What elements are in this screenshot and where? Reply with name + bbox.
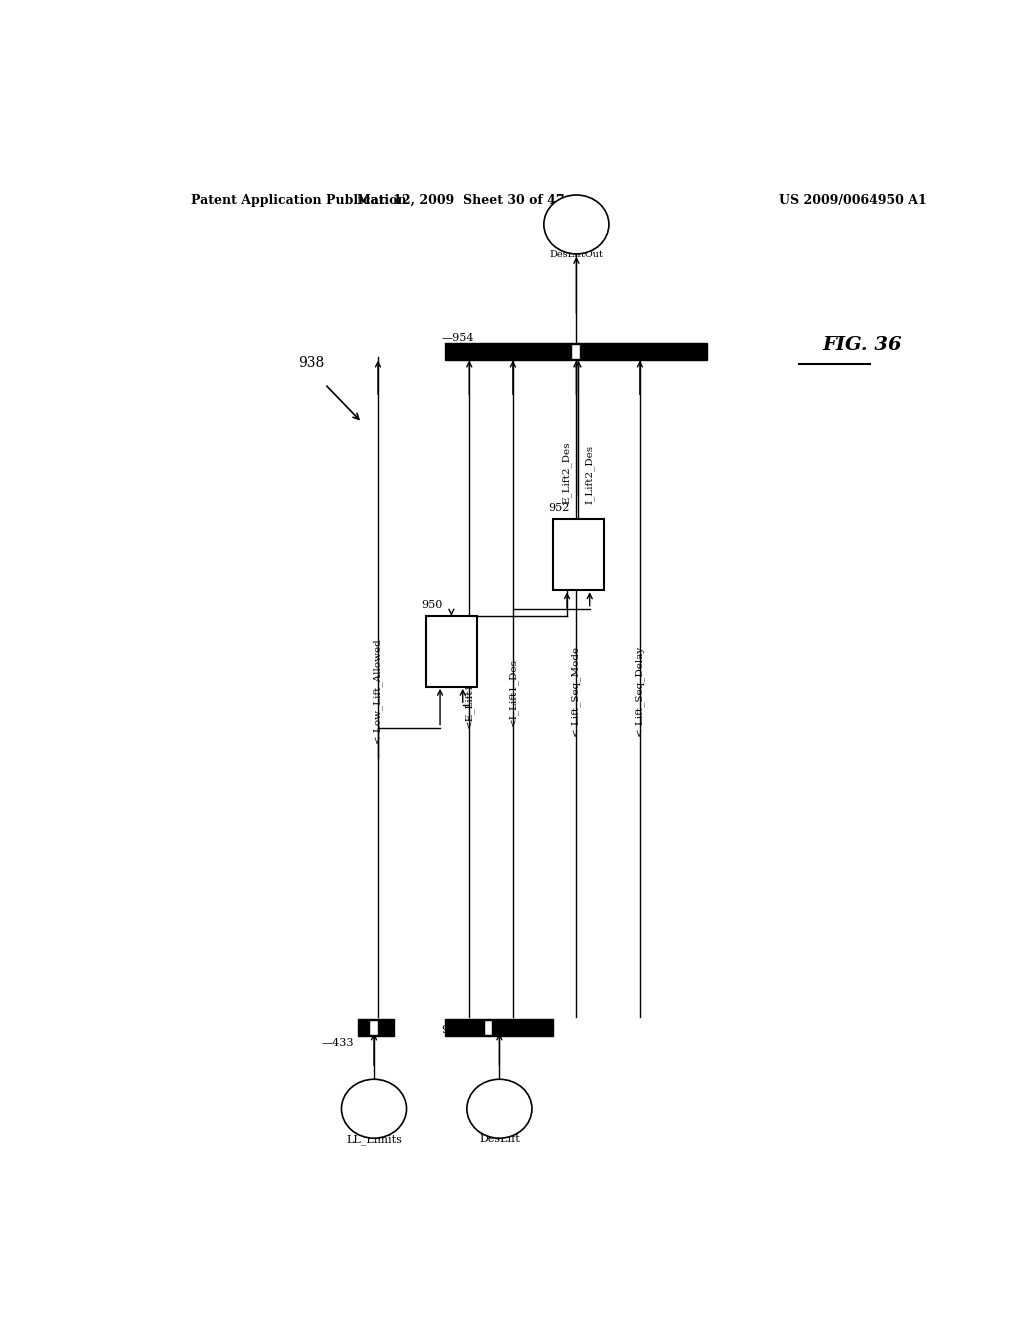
Text: E_Lift2_Des: E_Lift2_Des (562, 441, 571, 504)
Bar (370, 1020, 378, 1035)
Text: 949: 949 (441, 1024, 463, 1035)
Text: <E_Lift1_Des: <E_Lift1_Des (465, 656, 474, 727)
Text: I_Lift2_Des: I_Lift2_Des (585, 445, 595, 504)
Text: Mar. 12, 2009  Sheet 30 of 47: Mar. 12, 2009 Sheet 30 of 47 (357, 194, 565, 207)
Text: —954: —954 (441, 334, 474, 343)
Text: DesLiftOut: DesLiftOut (550, 249, 603, 259)
Text: 2: 2 (371, 1096, 378, 1106)
Text: US 2009/0064950 A1: US 2009/0064950 A1 (778, 194, 927, 207)
Text: < Lift_Seq_Mode: < Lift_Seq_Mode (571, 647, 582, 737)
Text: AND: AND (437, 645, 466, 657)
Bar (570, 345, 580, 359)
Text: 938: 938 (299, 356, 325, 370)
Text: LL_Limits: LL_Limits (346, 1134, 402, 1144)
Text: < Lift_Seq_Delay: < Lift_Seq_Delay (635, 647, 645, 737)
Ellipse shape (341, 1080, 407, 1138)
Text: 1: 1 (572, 211, 580, 222)
Text: < Low_Lift_Allowed: < Low_Lift_Allowed (373, 640, 383, 744)
Text: AND: AND (564, 549, 593, 560)
Text: FIG. 36: FIG. 36 (822, 337, 902, 354)
Text: 1: 1 (496, 1096, 503, 1106)
Text: DesLift: DesLift (479, 1134, 520, 1144)
Bar (426, 615, 477, 686)
Text: —433: —433 (322, 1038, 354, 1048)
Text: <I_Lift1_Des: <I_Lift1_Des (508, 659, 518, 726)
Ellipse shape (467, 1080, 531, 1138)
Text: 952: 952 (549, 503, 570, 513)
Bar (483, 1020, 493, 1035)
Ellipse shape (544, 195, 609, 253)
Bar (553, 519, 604, 590)
Text: 950: 950 (422, 599, 443, 610)
Text: Patent Application Publication: Patent Application Publication (191, 194, 407, 207)
